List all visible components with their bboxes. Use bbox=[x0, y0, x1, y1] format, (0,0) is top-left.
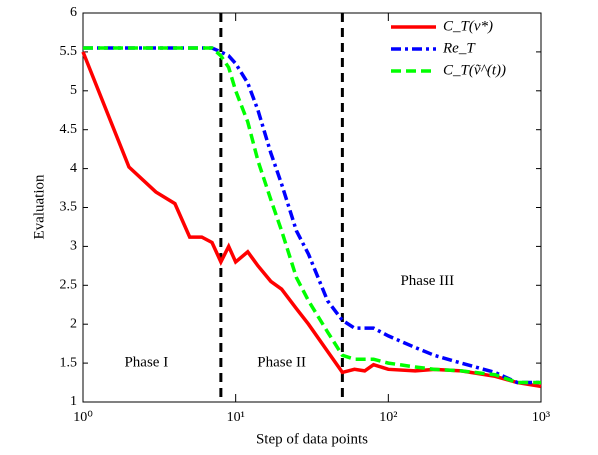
legend-label: Re_T bbox=[442, 40, 476, 56]
y-tick-label: 2.5 bbox=[60, 278, 78, 293]
series-line bbox=[83, 46, 541, 385]
x-tick-label: 10¹ bbox=[227, 410, 245, 425]
x-tick-label: 10³ bbox=[532, 410, 550, 425]
phase-label: Phase II bbox=[257, 355, 306, 371]
y-tick-label: 5.5 bbox=[60, 44, 78, 59]
phase-label: Phase III bbox=[400, 273, 454, 289]
y-tick-label: 3.5 bbox=[60, 200, 78, 215]
y-tick-label: 4 bbox=[70, 161, 77, 176]
x-tick-label: 10² bbox=[379, 410, 397, 425]
y-tick-label: 3 bbox=[70, 239, 77, 254]
series-line bbox=[83, 46, 541, 385]
x-tick-label: 10⁰ bbox=[73, 410, 93, 425]
y-tick-label: 4.5 bbox=[60, 122, 78, 137]
y-tick-label: 6 bbox=[70, 5, 77, 20]
x-axis-label: Step of data points bbox=[256, 431, 368, 447]
y-axis-label: Evaluation bbox=[31, 174, 47, 239]
legend-label: C_T(v*) bbox=[443, 18, 493, 34]
y-tick-label: 2 bbox=[70, 316, 77, 331]
series-line bbox=[81, 51, 542, 389]
y-tick-label: 1 bbox=[70, 394, 77, 409]
y-tick-label: 1.5 bbox=[60, 355, 78, 370]
legend-label: C_T(ṽ^(t)) bbox=[443, 62, 506, 78]
phase-label: Phase I bbox=[124, 355, 168, 371]
y-tick-label: 5 bbox=[70, 83, 77, 98]
